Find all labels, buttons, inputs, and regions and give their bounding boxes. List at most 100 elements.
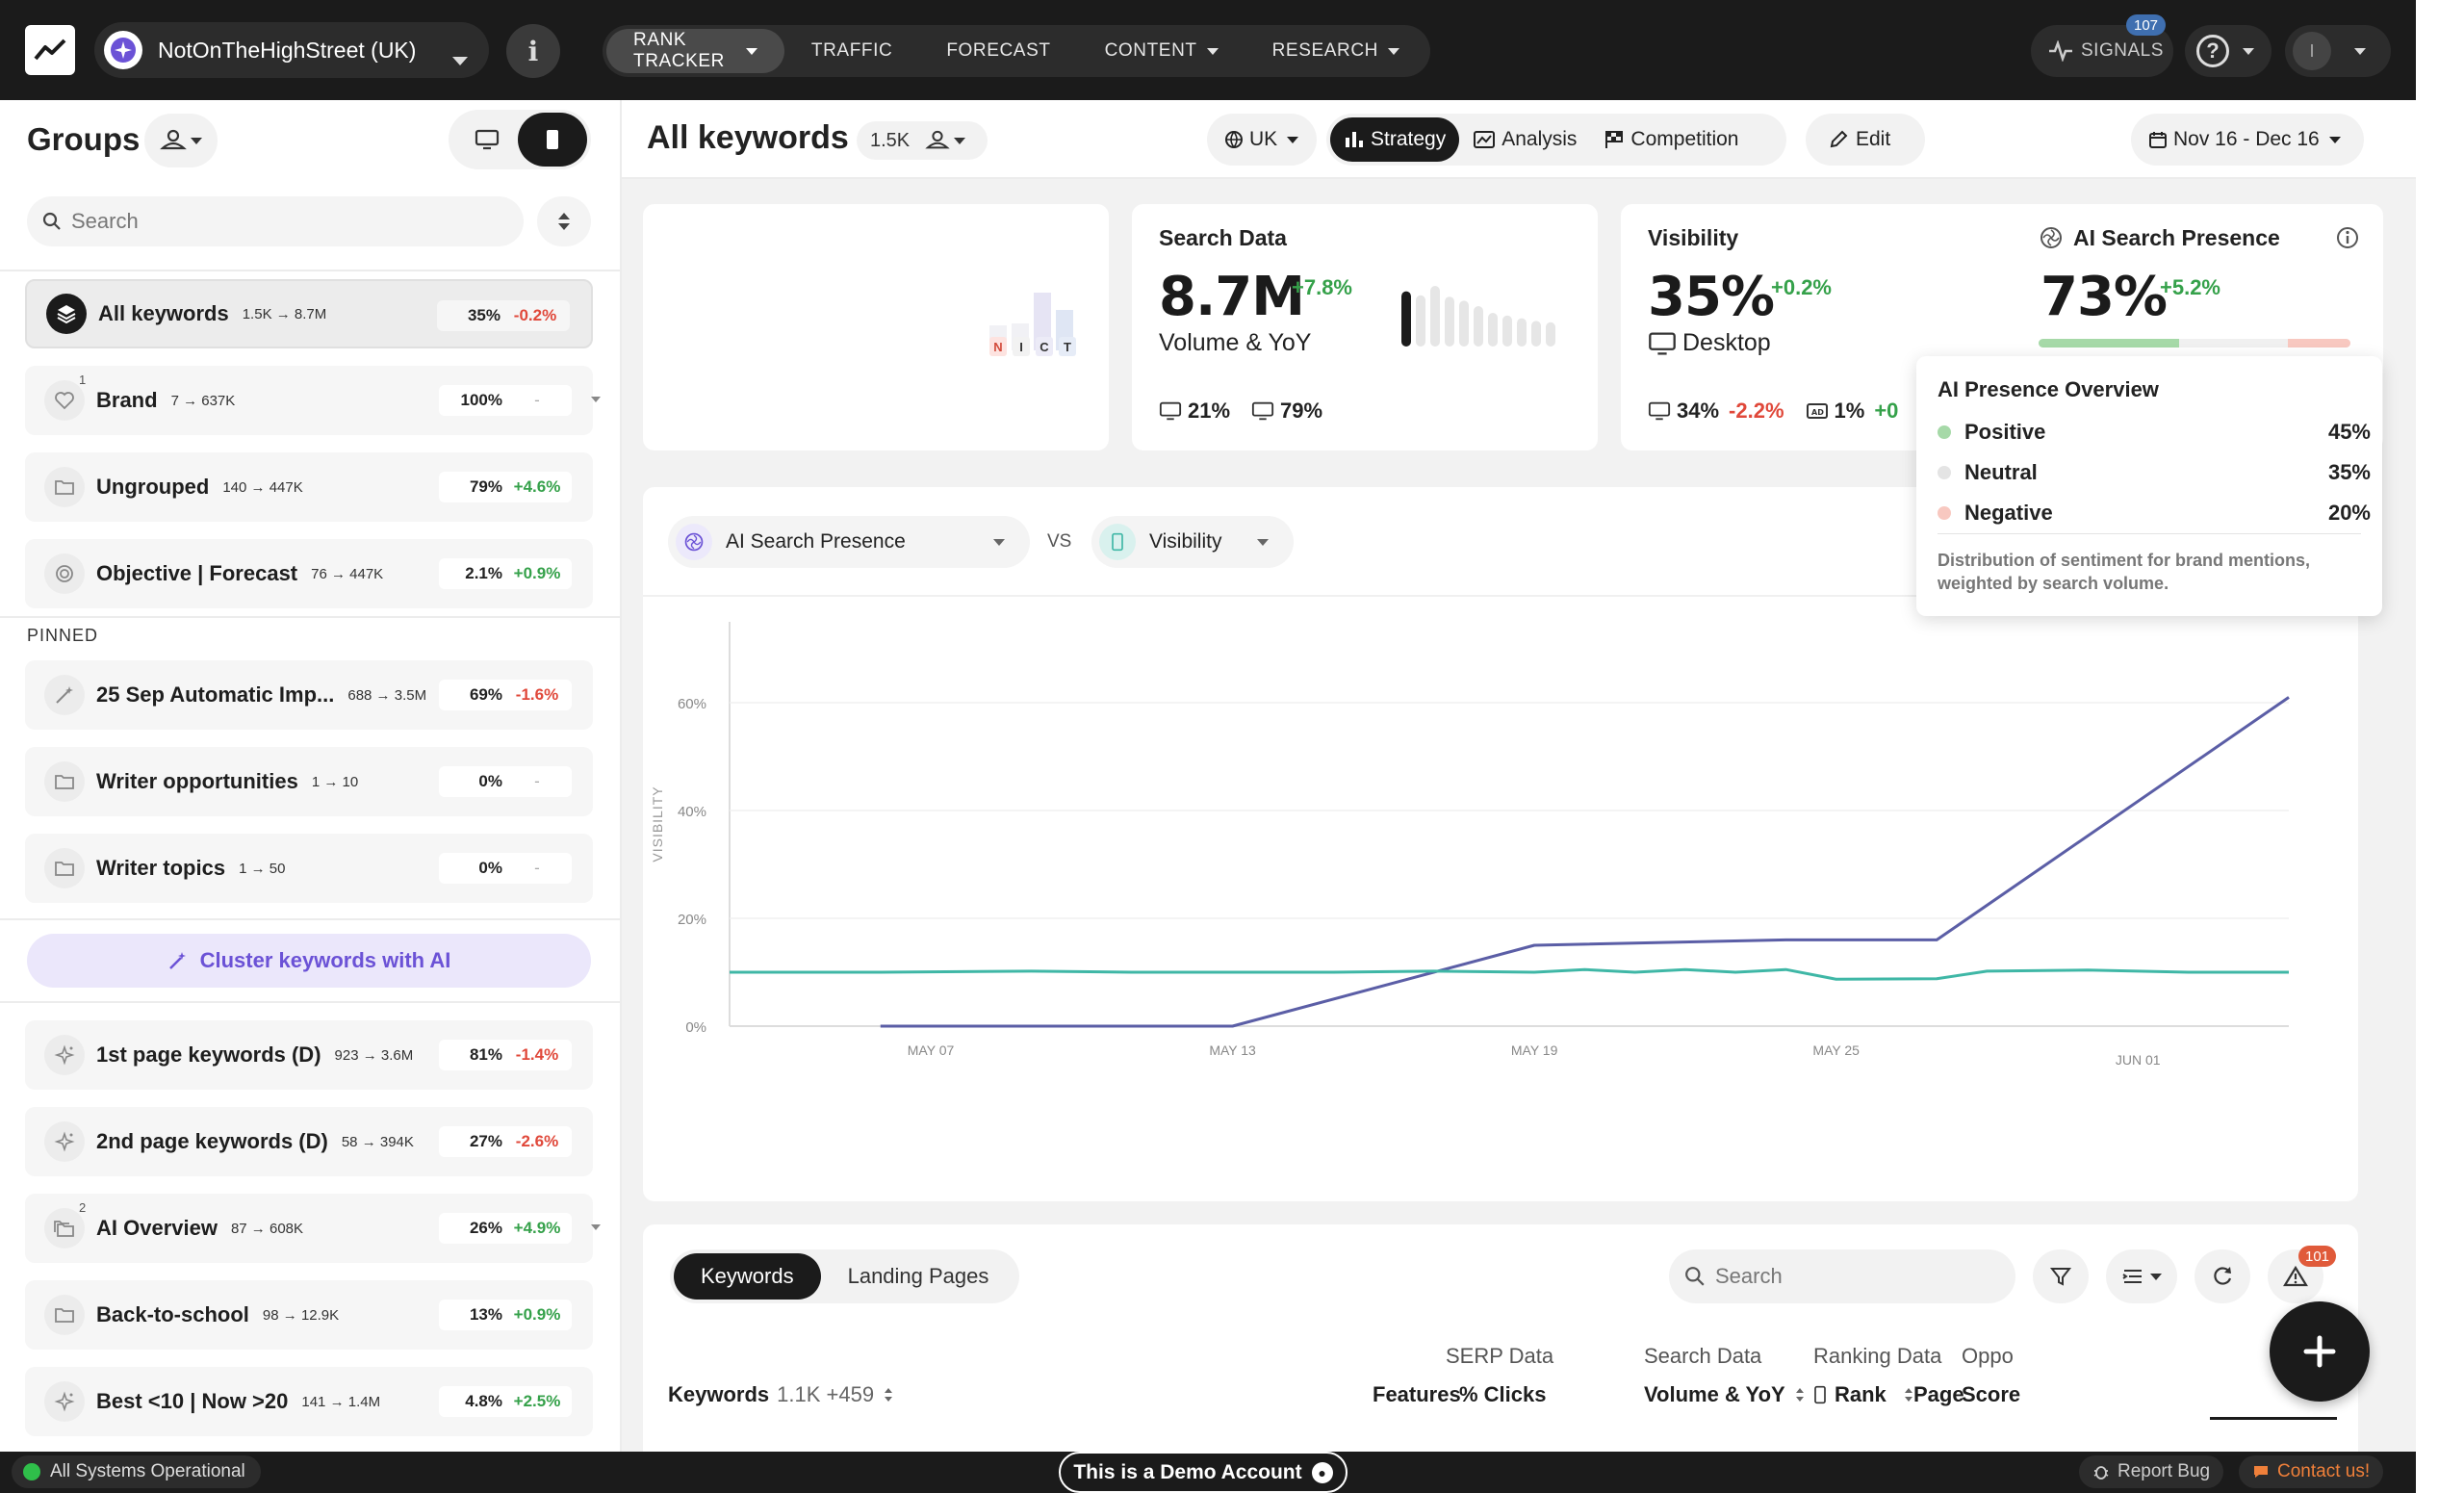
group-change: +0.9% (513, 564, 561, 582)
x-tick-label: MAY 25 (1812, 1043, 1860, 1058)
tooltip-row-label: Positive (1964, 420, 2046, 444)
refresh-icon (2214, 1267, 2232, 1285)
chevron-down-icon[interactable] (591, 397, 601, 402)
ai-logo-icon (676, 524, 712, 560)
col-volume[interactable]: Volume & YoY (1644, 1382, 1805, 1407)
sidebar-group-row[interactable]: 2 AI Overview 87 → 608K 26% +4.9% (25, 1194, 601, 1263)
group-name: Best <10 | Now >20 (96, 1389, 289, 1413)
group-stats: 35% -0.2% (437, 300, 570, 331)
metric-b-selector[interactable]: Visibility (1091, 516, 1294, 568)
groups-search-input[interactable] (71, 209, 475, 234)
date-range-picker[interactable]: Nov 16 - Dec 16 (2131, 114, 2364, 166)
group-name: 1st page keywords (D) (96, 1043, 321, 1067)
mobile-view-button[interactable] (518, 113, 587, 167)
col-page[interactable]: Page (1913, 1382, 1964, 1406)
col-clicks[interactable]: % Clicks (1459, 1382, 1547, 1406)
sparkle-icon (44, 1381, 85, 1422)
page-title: All keywords (647, 119, 849, 156)
groups-share-button[interactable] (144, 114, 218, 167)
site-selector[interactable]: NotOnTheHighStreet (UK) (94, 22, 489, 78)
sidebar-group-row[interactable]: All keywords 1.5K → 8.7M 35% -0.2% (25, 279, 593, 348)
tab-keywords[interactable]: Keywords (674, 1253, 821, 1300)
analysis-icon (1474, 131, 1496, 148)
date-range-label: Nov 16 - Dec 16 (2173, 128, 2320, 150)
edit-button[interactable]: Edit (1806, 114, 1925, 166)
table-search-input[interactable] (1715, 1264, 1994, 1289)
chat-icon (2254, 1466, 2268, 1478)
demo-account-banner[interactable]: This is a Demo Account ● (1059, 1452, 1348, 1493)
keyword-count-badge[interactable]: 1.5K (857, 121, 988, 160)
view-competition[interactable]: Competition (1590, 117, 1752, 162)
desktop-icon (1648, 401, 1671, 421)
heart-icon: 1 (44, 373, 86, 421)
country-selector[interactable]: UK (1207, 114, 1317, 166)
sidebar-group-row[interactable]: 2nd page keywords (D) 58 → 394K 27% -2.6% (25, 1107, 593, 1176)
chevron-down-icon (1206, 47, 1219, 55)
nav-traffic[interactable]: TRAFFIC (784, 29, 919, 73)
sidebar-group-row[interactable]: Writer topics 1 → 50 0% - (25, 834, 593, 903)
trend-chart: 0% 20% 40% 60% MAY 07 MAY 13 MAY 19 MAY 25 JUN 0… (650, 622, 2290, 1068)
warning-icon (2283, 1265, 2308, 1287)
intent-card[interactable]: N I C T (643, 204, 1109, 450)
search-data-card[interactable]: Search Data 8.7M +7.8% Volume & YoY 21% … (1132, 204, 1598, 450)
help-button[interactable]: ? (2185, 25, 2272, 77)
groups-sort-button[interactable] (537, 196, 591, 246)
view-analysis[interactable]: Analysis (1459, 117, 1590, 162)
filter-button[interactable] (2033, 1249, 2089, 1303)
intent-bar (1034, 293, 1051, 350)
cluster-keywords-button[interactable]: Cluster keywords with AI (27, 934, 591, 988)
col-features[interactable]: Features (1373, 1382, 1461, 1406)
tooltip-row-value: 20% (2327, 501, 2371, 525)
search-volume-label: Volume & YoY (1159, 329, 1312, 356)
metric-a-selector[interactable]: AI Search Presence (668, 516, 1030, 568)
add-button[interactable] (2270, 1301, 2370, 1402)
sidebar-group-row[interactable]: Best <10 | Now >20 141 → 1.4M 4.8% +2.5% (25, 1367, 593, 1436)
group-change: -1.6% (515, 685, 559, 704)
info-button[interactable]: i (506, 24, 560, 78)
col-keywords[interactable]: Keywords 1.1K +459 (668, 1382, 893, 1407)
sidebar-group-row[interactable]: Ungrouped 140 → 447K 79% +4.6% (25, 452, 593, 522)
columns-button[interactable] (2106, 1249, 2177, 1303)
group-stats: 81% -1.4% (439, 1040, 572, 1070)
col-group-serp: SERP Data (1446, 1344, 1554, 1368)
desktop-icon (475, 129, 500, 150)
visibility-series-line (730, 967, 2289, 981)
volume-bar (1546, 322, 1555, 347)
group-count-badge: 1 (79, 373, 87, 387)
lock-icon: ● (1311, 1461, 1333, 1483)
col-score[interactable]: Score (1962, 1382, 2021, 1406)
user-menu[interactable]: I (2285, 25, 2391, 77)
desktop-view-button[interactable] (452, 113, 522, 167)
group-range: 87 → 608K (230, 1220, 304, 1237)
sidebar-group-row[interactable]: 25 Sep Automatic Imp... 688 → 3.5M 69% -1.6… (25, 660, 593, 730)
chevron-down-icon (1257, 538, 1269, 546)
main-panel: All keywords 1.5K UK Strategy Analysis C… (622, 100, 2416, 1452)
tab-landing-pages[interactable]: Landing Pages (847, 1264, 989, 1288)
system-status[interactable]: All Systems Operational (12, 1455, 261, 1488)
contact-us-button[interactable]: Contact us! (2239, 1455, 2384, 1488)
alerts-button[interactable] (2268, 1249, 2323, 1303)
volume-bar (1531, 321, 1541, 347)
report-bug-button[interactable]: Report Bug (2079, 1455, 2224, 1488)
nav-research[interactable]: RESEARCH (1245, 29, 1426, 73)
desktop-share-value: 21% (1188, 399, 1231, 423)
sidebar-group-row[interactable]: 1st page keywords (D) 923 → 3.6M 81% -1.4% (25, 1020, 593, 1090)
wand-icon (44, 675, 85, 715)
sidebar-group-row[interactable]: 1 Brand 7 → 637K 100% - (25, 366, 601, 435)
col-rank[interactable]: Rank (1813, 1382, 1913, 1407)
group-name: All keywords (98, 301, 229, 325)
info-icon[interactable] (2335, 225, 2360, 250)
chevron-down-icon[interactable] (591, 1224, 601, 1230)
nav-forecast[interactable]: FORECAST (919, 29, 1077, 73)
sidebar-group-row[interactable]: Writer opportunities 1 → 10 0% - (25, 747, 593, 816)
chevron-down-icon (993, 538, 1005, 546)
view-strategy[interactable]: Strategy (1330, 117, 1460, 162)
nav-content[interactable]: CONTENT (1078, 29, 1245, 73)
app-logo[interactable] (25, 25, 75, 75)
nav-rank-tracker[interactable]: RANK TRACKER (606, 29, 784, 73)
sidebar-group-row[interactable]: Objective | Forecast 76 → 447K 2.1% +0.9% (25, 539, 593, 608)
sidebar-group-row[interactable]: Back-to-school 98 → 12.9K 13% +0.9% (25, 1280, 593, 1350)
refresh-button[interactable] (2194, 1249, 2250, 1303)
col-label: Volume & YoY (1644, 1382, 1785, 1406)
divider (0, 1001, 622, 1003)
